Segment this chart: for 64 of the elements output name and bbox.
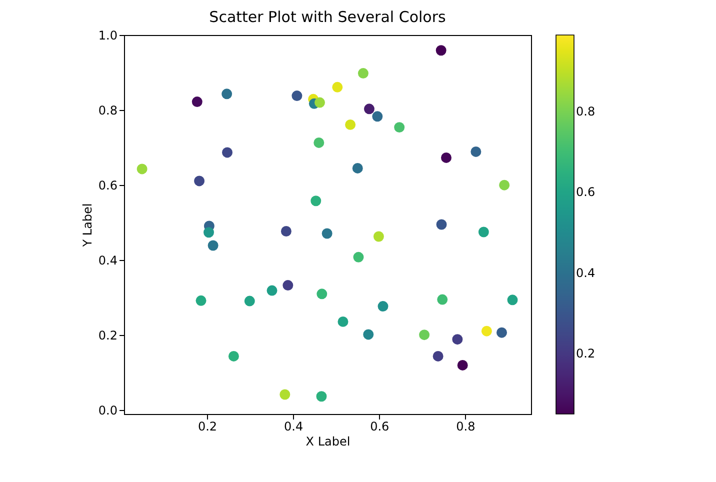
color-bar-label: 0.4	[576, 266, 596, 280]
x-tick-label: 0.8	[456, 420, 476, 434]
point	[373, 231, 384, 242]
point	[316, 391, 327, 402]
point	[208, 240, 218, 251]
point	[478, 226, 489, 238]
point	[441, 152, 452, 163]
x-axis-title: X Label	[306, 434, 350, 448]
point	[345, 119, 356, 130]
y-tick-label: 0.0	[98, 404, 118, 418]
point	[352, 162, 363, 174]
point	[282, 280, 294, 291]
point	[228, 350, 239, 362]
point	[481, 326, 492, 336]
point	[136, 164, 148, 174]
point	[457, 360, 468, 370]
point	[499, 180, 510, 190]
color-bar-label: 0.2	[576, 346, 596, 361]
x-tick-label: 0.6	[370, 420, 390, 434]
point	[222, 88, 232, 100]
chart-title: Scatter Plot with Several Colors	[209, 8, 446, 26]
point	[204, 227, 214, 238]
y-tick-label: 1.0	[98, 28, 118, 42]
point	[244, 296, 255, 306]
point	[196, 295, 206, 306]
color-bar-label: 0.8	[576, 104, 596, 119]
point	[363, 329, 374, 340]
x-tick-label: 0.2	[198, 420, 218, 434]
point	[316, 288, 328, 300]
point	[436, 45, 446, 56]
point	[394, 122, 405, 133]
point	[280, 226, 292, 236]
y-tick-label: 0.8	[98, 104, 118, 118]
point	[314, 137, 324, 148]
y-tick-label: 0.6	[98, 178, 118, 193]
point	[436, 219, 447, 230]
y-tick-label: 0.2	[98, 328, 118, 343]
point	[372, 111, 383, 122]
point	[353, 252, 364, 262]
point	[314, 97, 325, 108]
point	[280, 389, 290, 400]
point	[332, 82, 343, 92]
color-bar-label: 0.6	[576, 185, 596, 200]
y-tick-label: 0.4	[98, 254, 118, 268]
point	[194, 176, 205, 186]
point	[364, 104, 374, 114]
point	[292, 90, 302, 102]
point	[470, 146, 482, 157]
point	[496, 327, 507, 338]
point	[507, 294, 518, 306]
point	[437, 294, 448, 305]
point	[419, 330, 430, 340]
x-tick-label: 0.4	[284, 420, 304, 434]
point	[378, 301, 388, 312]
point	[266, 285, 278, 296]
point	[192, 96, 202, 108]
point	[452, 334, 463, 345]
point	[432, 350, 444, 362]
point	[222, 147, 232, 158]
point	[322, 228, 332, 239]
y-axis-title: Y Label	[80, 203, 94, 248]
point	[310, 196, 322, 206]
point	[358, 68, 368, 79]
point	[338, 316, 348, 327]
